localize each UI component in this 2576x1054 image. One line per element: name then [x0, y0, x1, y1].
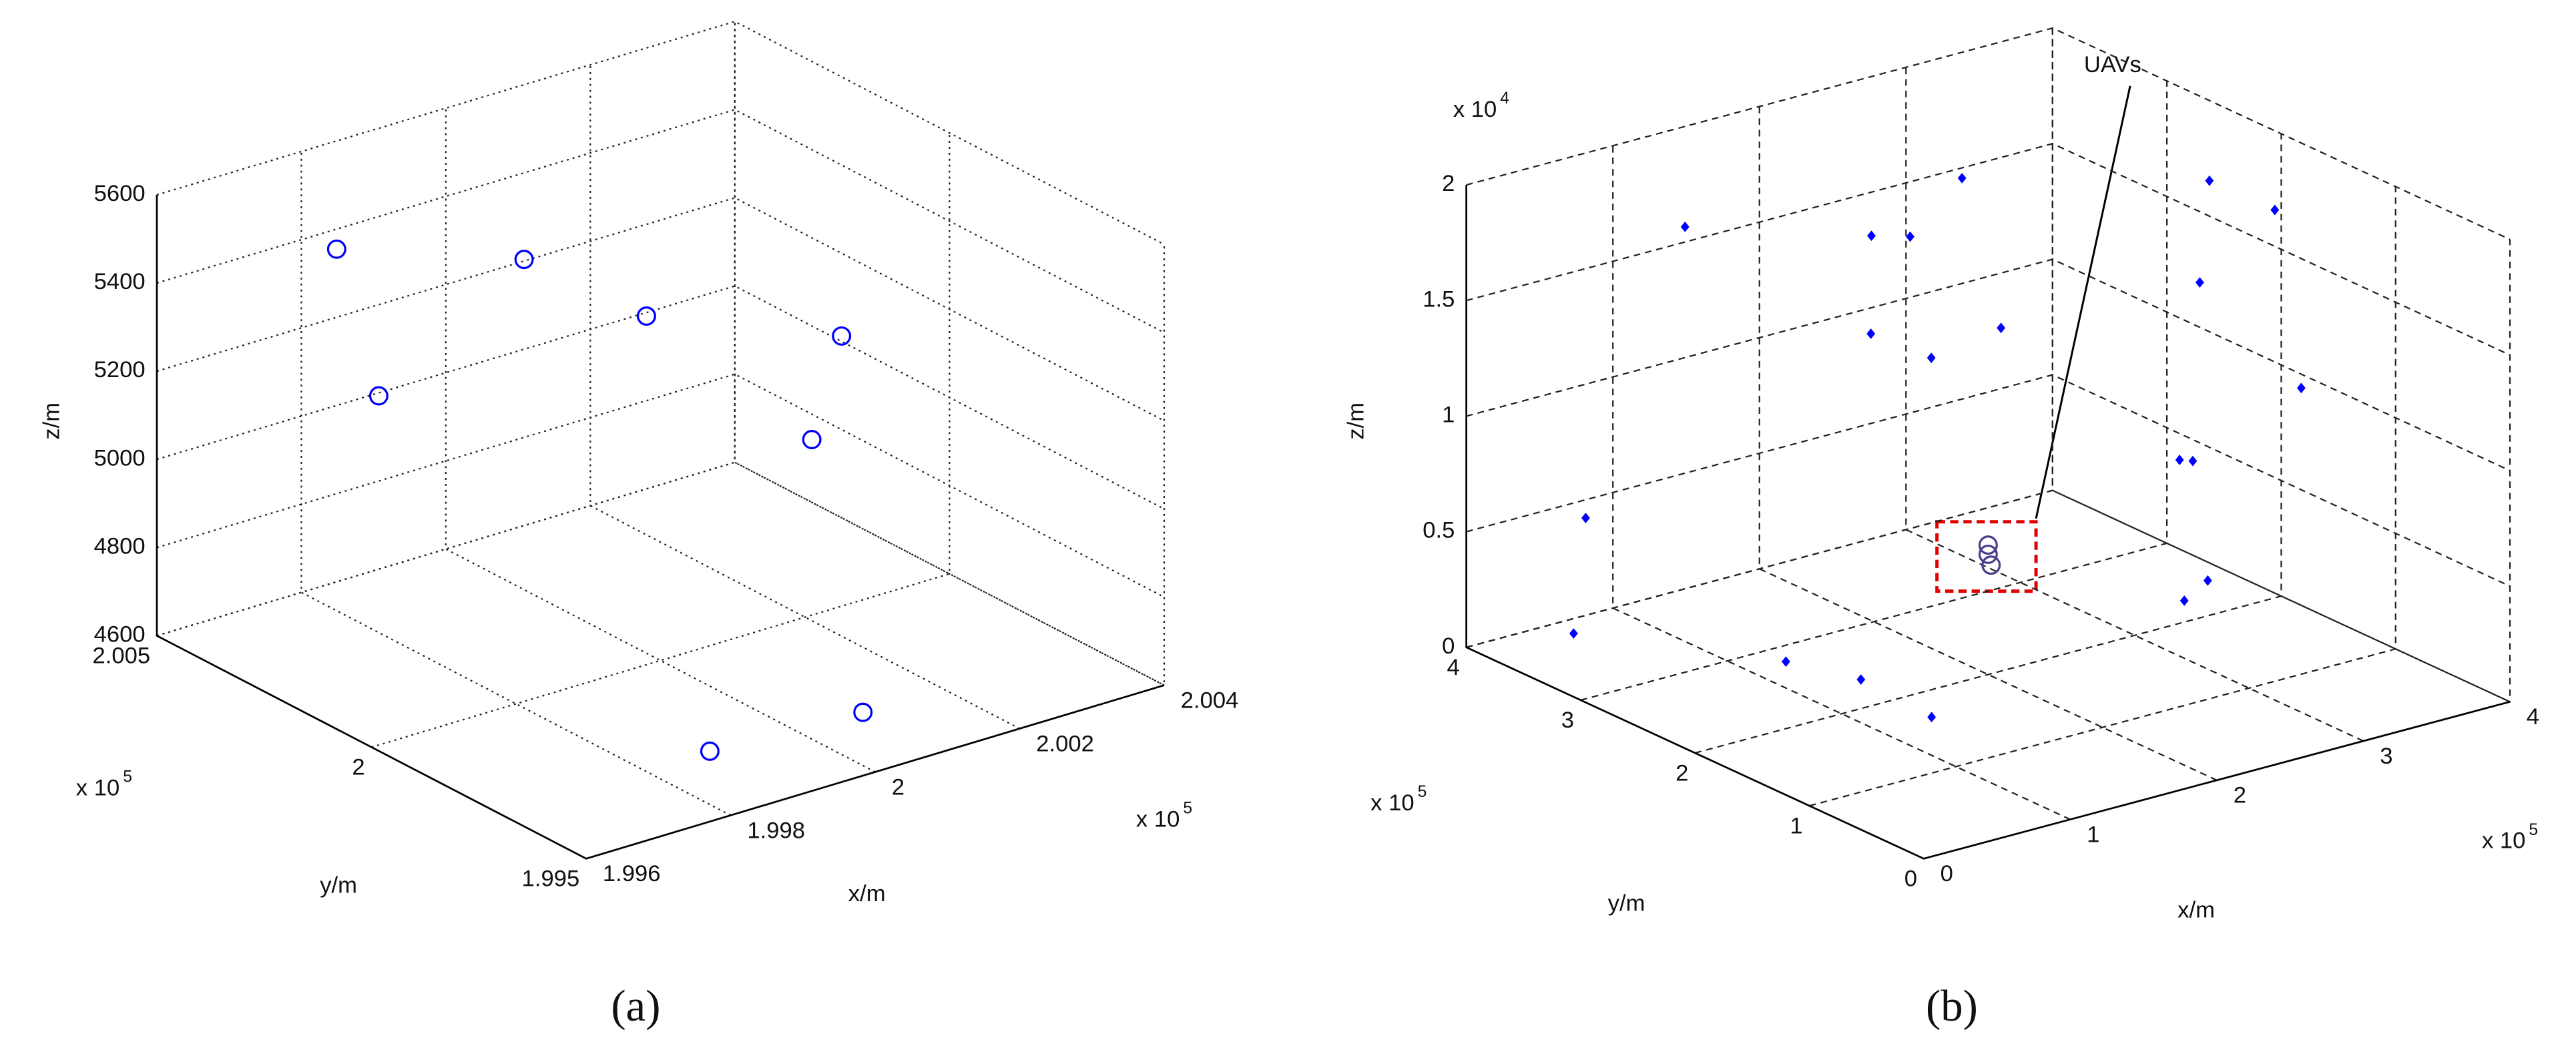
point: [2195, 277, 2204, 288]
x-tick-label: 2: [892, 774, 905, 800]
grid-line: [1758, 106, 2218, 781]
point: [2203, 575, 2212, 586]
y-tick-label: 1.995: [522, 866, 580, 892]
point: [1978, 544, 1998, 564]
axis-line: [1465, 185, 2511, 860]
point: [1581, 513, 1590, 523]
point: [326, 239, 346, 259]
point: [1866, 328, 1876, 339]
grid-line: [589, 65, 1021, 730]
x-tick-label: 1: [2087, 822, 2099, 847]
grid-line: [1612, 146, 2071, 820]
point: [2188, 455, 2198, 467]
grid-line: [1694, 134, 2282, 754]
point: [2270, 204, 2280, 216]
x-tick-label: 2: [2234, 783, 2246, 808]
point: [832, 326, 852, 346]
point: [2179, 595, 2189, 606]
point: [1906, 231, 1914, 242]
z-tick-label: 4800: [94, 533, 146, 559]
x-axis-label: x/m: [848, 881, 886, 906]
z-tick-label: 5600: [94, 181, 146, 206]
x-tick-label: 2.002: [1036, 731, 1094, 756]
point: [2205, 175, 2214, 186]
grid-line: [1905, 67, 2364, 742]
point: [802, 430, 822, 449]
y-tick-label: 0: [1904, 866, 1917, 892]
point: [368, 386, 389, 406]
x-tick-label: 0: [1941, 861, 1953, 886]
z-tick-label: 0.5: [1423, 518, 1455, 543]
point: [1957, 172, 1967, 184]
point: [1856, 674, 1866, 685]
y-tick-label: 3: [1561, 708, 1574, 733]
point: [514, 250, 534, 270]
x-tick-label: 1.998: [747, 818, 805, 843]
z-tick-label: 0: [1442, 633, 1455, 659]
grid-line: [445, 108, 876, 773]
panel-caption: (a): [611, 981, 660, 1031]
z-tick-label: 5200: [94, 357, 146, 382]
x-multiplier: x 10: [2482, 828, 2525, 854]
y-tick-label: 2: [1676, 760, 1688, 786]
x-exponent: 5: [2529, 821, 2538, 839]
point: [1926, 352, 1936, 364]
point: [1569, 628, 1578, 639]
x-tick-label: 2.004: [1181, 688, 1239, 713]
x-tick-label: 1.996: [603, 861, 661, 886]
point: [1981, 555, 2001, 575]
y-axis-label: y/m: [1608, 891, 1645, 916]
point: [1978, 535, 1998, 555]
point: [1867, 230, 1876, 242]
z-tick-label: 5000: [94, 445, 146, 471]
annotation-arrow: [2035, 85, 2131, 519]
x-tick-label: 4: [2527, 704, 2539, 730]
annotation: UAVs: [2084, 52, 2141, 77]
z-tick-label: 4600: [94, 622, 146, 647]
y-multiplier: x 10: [76, 776, 119, 801]
panel-caption: (b): [1926, 981, 1978, 1031]
point: [1680, 221, 1690, 232]
grid-line: [734, 21, 1165, 686]
z-tick-label: 5400: [94, 269, 146, 294]
z-multiplier: x 10: [1453, 97, 1497, 122]
y-tick-label: 2.005: [92, 643, 150, 669]
grid-line: [300, 151, 732, 816]
grid-line: [1809, 186, 2396, 807]
y-tick-label: 4: [1447, 655, 1460, 680]
y-tick-label: 1: [1790, 813, 1802, 838]
x-tick-label: 3: [2380, 744, 2392, 769]
y-exponent: 5: [1418, 783, 1427, 801]
point: [2175, 455, 2184, 465]
z-exponent: 4: [1500, 89, 1509, 107]
z-axis-label: z/m: [1344, 403, 1369, 440]
z-tick-label: 2: [1442, 171, 1455, 196]
point: [1997, 322, 2006, 334]
y-axis-label: y/m: [320, 873, 357, 898]
point: [700, 741, 720, 761]
point: [636, 306, 656, 326]
y-tick-label: 2: [352, 755, 364, 780]
point: [2296, 382, 2306, 394]
y-exponent: 5: [123, 768, 132, 786]
y-multiplier: x 10: [1370, 790, 1414, 816]
x-exponent: 5: [1183, 800, 1192, 818]
x-multiplier: x 10: [1136, 807, 1180, 832]
point: [1781, 656, 1790, 668]
z-axis-label: z/m: [39, 403, 64, 440]
x-axis-label: x/m: [2177, 898, 2215, 923]
grid-line: [1580, 81, 2168, 701]
axis-line: [156, 194, 1165, 860]
z-tick-label: 1.5: [1423, 286, 1455, 312]
point: [1927, 712, 1937, 723]
z-tick-label: 1: [1442, 403, 1455, 428]
grid-line: [1466, 28, 2053, 648]
point: [853, 702, 873, 722]
